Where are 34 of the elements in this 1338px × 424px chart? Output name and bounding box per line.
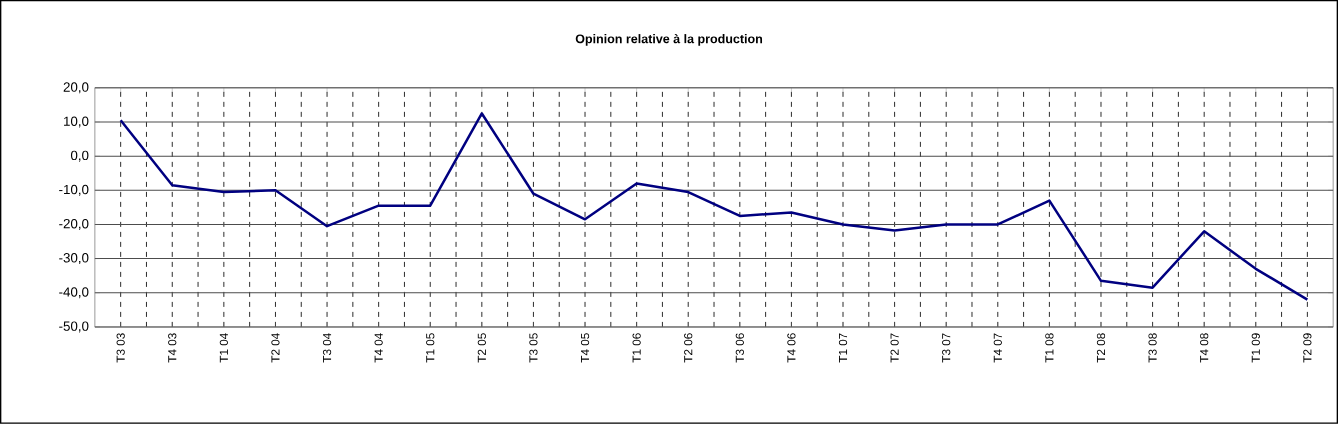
x-tick-label: T1 09 <box>1251 333 1260 363</box>
x-tick-label: T2 04 <box>271 333 280 363</box>
x-tick-label: T4 07 <box>993 333 1002 363</box>
x-tick-label: T3 07 <box>942 333 951 363</box>
x-tick-label: T3 06 <box>735 333 744 363</box>
x-tick-label: T2 09 <box>1303 333 1312 363</box>
x-tick-label: T4 08 <box>1200 333 1209 363</box>
x-tick-label: T4 04 <box>374 333 383 363</box>
chart-title: Opinion relative à la production <box>575 34 763 46</box>
line-series <box>119 112 1309 301</box>
x-tick-label: T4 03 <box>168 333 177 363</box>
x-tick-label: T3 03 <box>116 333 125 363</box>
x-tick-label: T2 07 <box>890 333 899 363</box>
x-tick-label: T1 04 <box>219 333 228 363</box>
y-tick-label: -40,0 <box>59 287 89 299</box>
x-tick-label: T1 07 <box>838 333 848 363</box>
x-tick-label: T3 08 <box>1148 333 1157 363</box>
x-tick-label: T2 08 <box>1096 333 1106 363</box>
y-tick-label: -10,0 <box>59 184 89 196</box>
x-tick-label: T2 05 <box>477 333 486 363</box>
x-tick-label: T1 06 <box>632 333 641 363</box>
x-tick-label: T1 08 <box>1045 333 1054 363</box>
x-tick-label: T3 05 <box>529 333 538 363</box>
x-tick-label: T3 04 <box>322 333 332 363</box>
y-tick-label: -20,0 <box>59 219 89 231</box>
y-tick-label: -50,0 <box>59 321 89 333</box>
x-tick-label: T2 06 <box>684 333 693 363</box>
x-tick-label: T4 05 <box>580 333 590 363</box>
y-tick-label: -30,0 <box>59 253 89 265</box>
x-tick-label: T4 06 <box>787 333 796 363</box>
x-tick-label: T1 05 <box>426 333 435 363</box>
y-tick-label: 20,0 <box>63 82 89 94</box>
y-tick-label: 10,0 <box>64 116 89 128</box>
y-tick-label: 0,0 <box>70 150 89 162</box>
